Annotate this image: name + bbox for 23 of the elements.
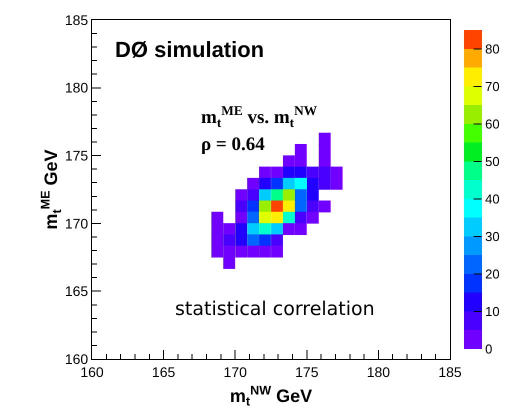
color-bar-label: 50	[485, 154, 500, 169]
x-tick-label: 175	[295, 364, 319, 380]
color-bar-label: 60	[485, 116, 500, 132]
x-tick-label: 170	[224, 364, 248, 380]
annotation: statistical correlation	[175, 298, 375, 320]
y-tick-label: 170	[64, 215, 88, 232]
color-bar-label: 40	[485, 191, 500, 206]
color-bar-label: 10	[485, 304, 500, 320]
color-bar-label: 70	[485, 78, 500, 94]
x-tick-label: 165	[152, 364, 176, 380]
y-tick-label: 165	[64, 283, 88, 300]
x-axis-title: m$_{t}$$^{NW}$ GeV	[230, 383, 312, 409]
annotation: ρ = 0.64	[201, 134, 266, 155]
y-tick-label: 185	[64, 12, 88, 28]
text: DØ simulation	[115, 37, 264, 62]
y-tick-label: 175	[64, 148, 88, 164]
x-tick-label: 185	[438, 364, 462, 380]
y-tick-label: 180	[64, 80, 88, 96]
x-tick-label: 180	[366, 364, 390, 380]
color-bar-label: 0	[485, 342, 492, 357]
color-bar-label: 20	[485, 266, 500, 282]
color-bar-label: 80	[485, 41, 500, 56]
color-bar-label: 30	[485, 228, 500, 244]
